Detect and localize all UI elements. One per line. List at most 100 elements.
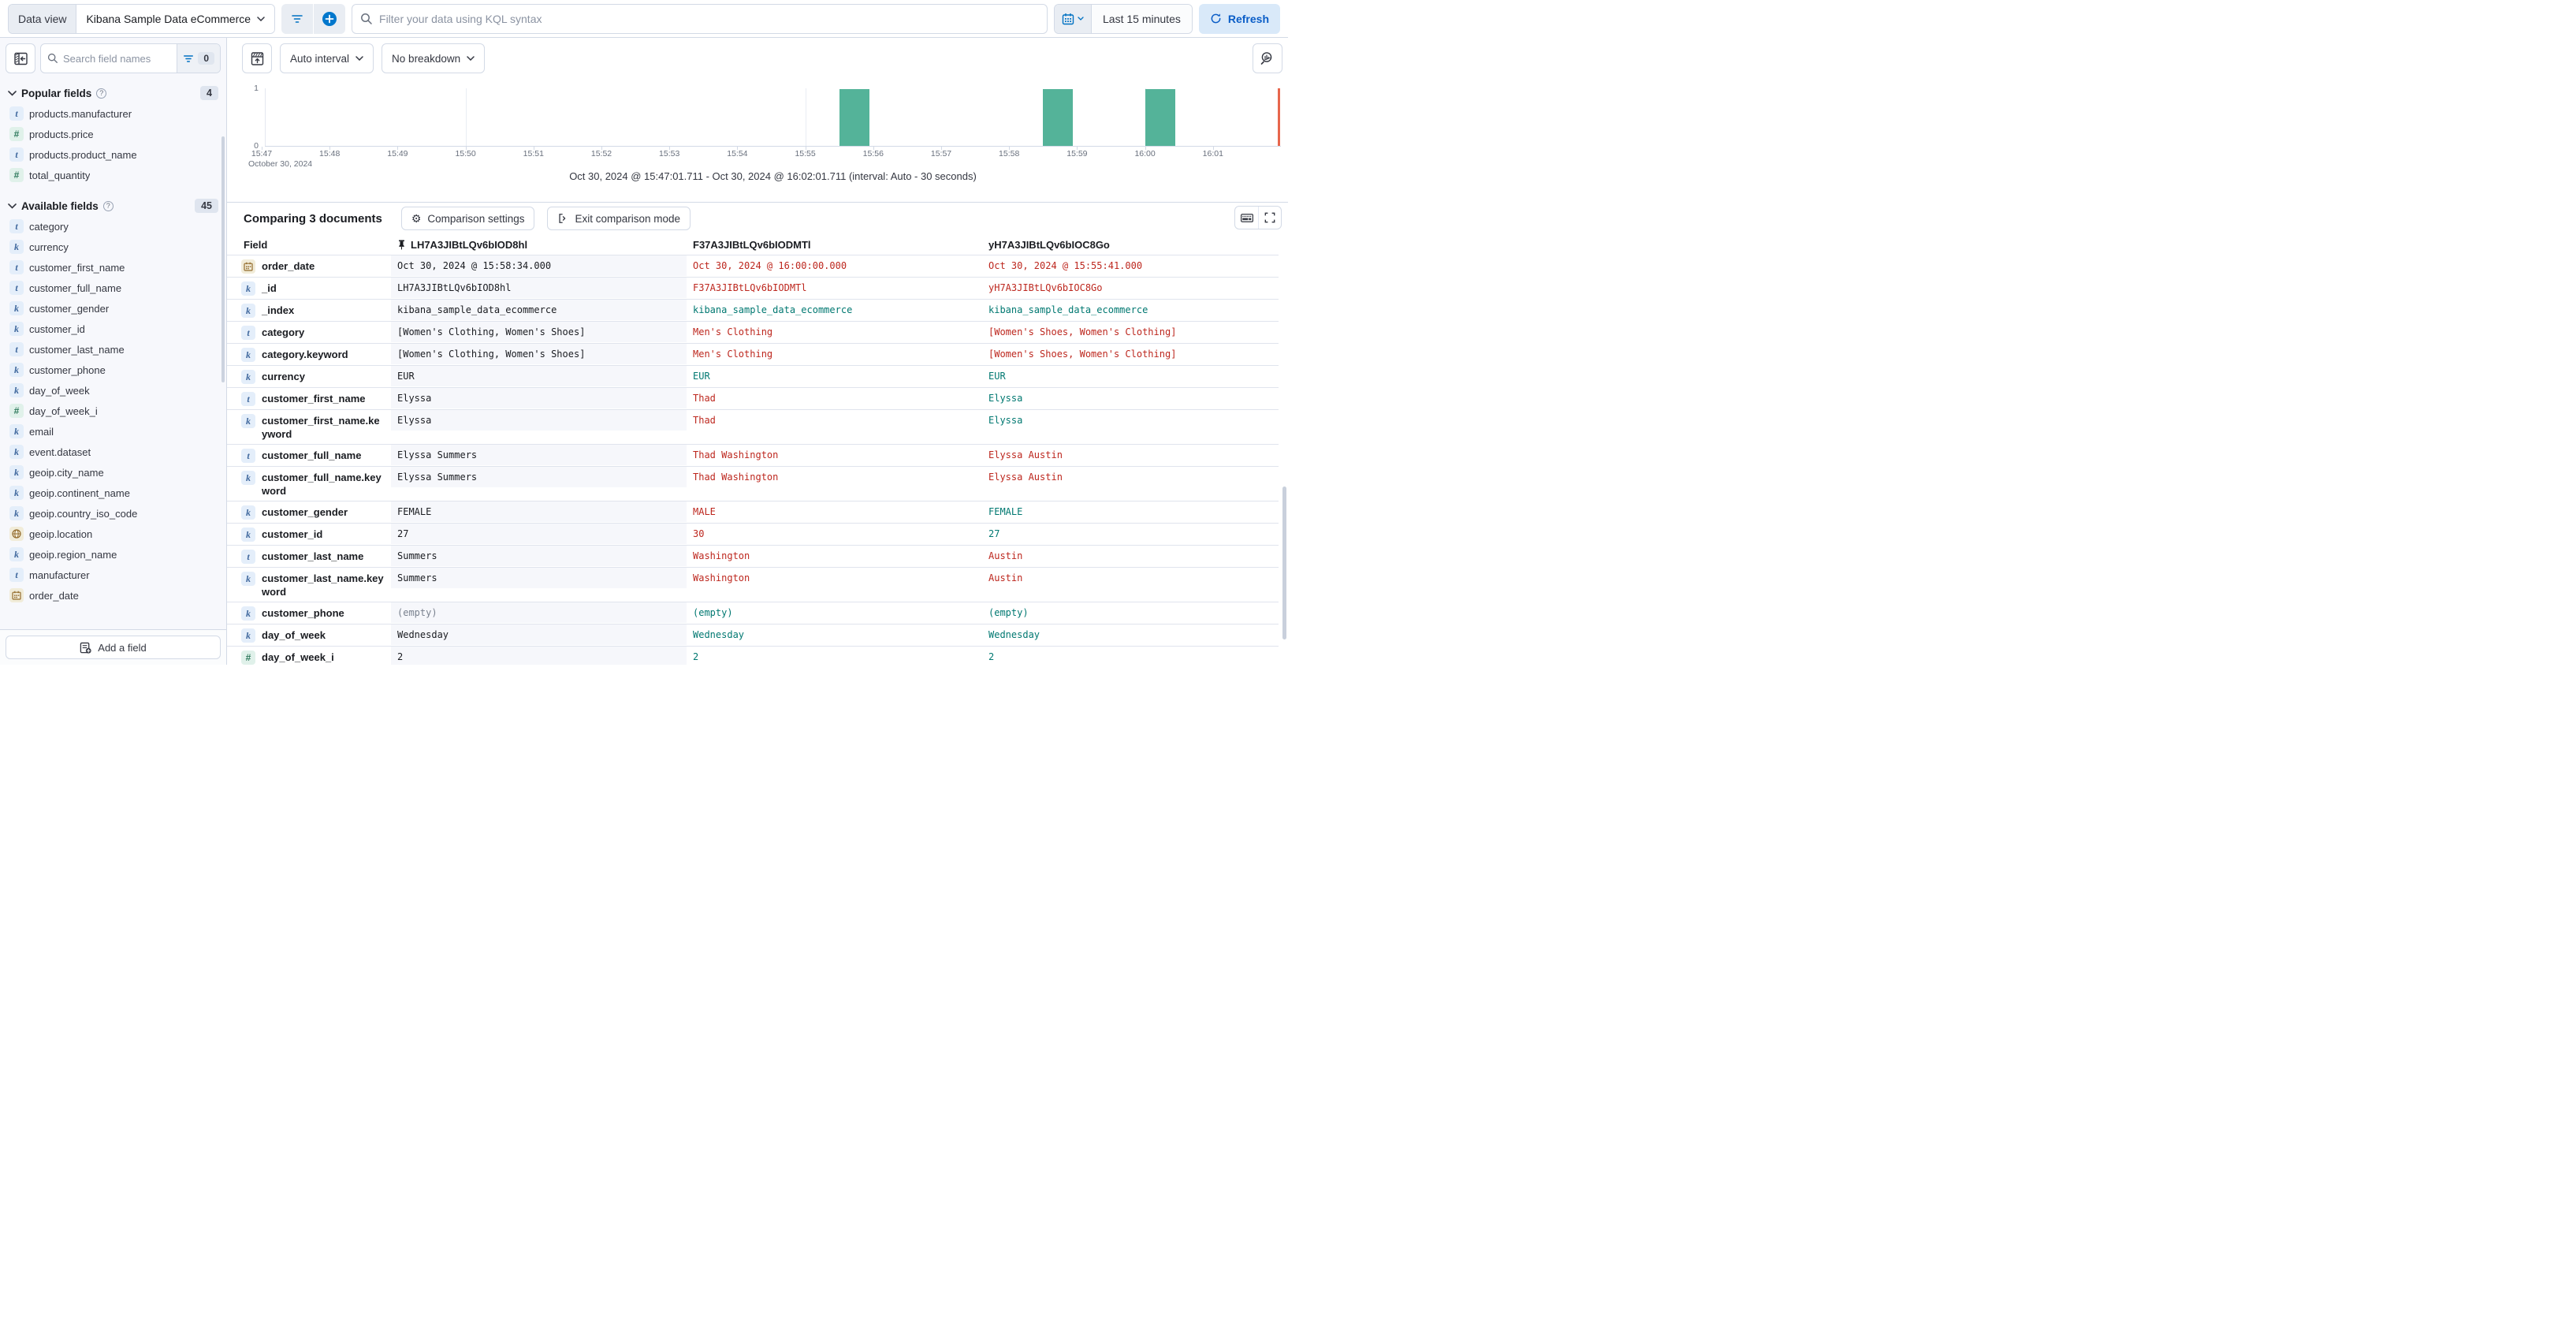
refresh-button[interactable]: Refresh	[1198, 3, 1280, 34]
sidebar-field-item[interactable]: k email	[0, 421, 226, 442]
field-count-badge: 45	[195, 199, 218, 213]
hide-chart-button[interactable]	[242, 43, 272, 73]
kibana-discover-page: Data view Kibana Sample Data eCommerce	[0, 0, 1288, 666]
number-field-icon: #	[241, 651, 255, 665]
sidebar-field-item[interactable]: t customer_first_name	[0, 257, 226, 278]
sidebar-field-item[interactable]: k day_of_week	[0, 380, 226, 401]
field-filter-button[interactable]: 0	[177, 44, 220, 73]
keyword-field-icon: k	[9, 465, 24, 479]
filter-lines-icon[interactable]	[281, 4, 313, 34]
field-name: geoip.city_name	[29, 466, 104, 479]
field-name: customer_gender	[262, 506, 348, 518]
field-cell: t customer_last_name	[227, 546, 391, 567]
table-header-row: Field LH7A3JIBtLQv6bIOD8hl F37A3JIBtLQv6bI…	[227, 235, 1279, 255]
chevron-down-icon	[8, 203, 17, 209]
sidebar-field-item[interactable]: order_date	[0, 585, 226, 606]
add-field-button[interactable]: Add a field	[6, 636, 221, 659]
field-name: geoip.continent_name	[29, 487, 130, 499]
field-search-input[interactable]	[58, 52, 177, 65]
sidebar-field-item[interactable]: k customer_id	[0, 319, 226, 339]
sidebar-field-item[interactable]: t category	[0, 216, 226, 237]
sidebar-field-item[interactable]: k event.dataset	[0, 442, 226, 462]
refresh-icon	[1210, 13, 1222, 24]
field-name: _index	[262, 304, 295, 316]
sidebar-field-item[interactable]: t products.manufacturer	[0, 103, 226, 124]
sidebar-field-item[interactable]: k geoip.region_name	[0, 544, 226, 565]
keyword-field-icon: k	[241, 304, 255, 318]
calendar-icon	[1062, 13, 1074, 25]
exit-comparison-button[interactable]: Exit comparison mode	[547, 207, 691, 230]
time-range-button[interactable]: Last 15 minutes	[1092, 4, 1192, 33]
field-cell: k category.keyword	[227, 344, 391, 365]
field-section-header[interactable]: Popular fields? 4	[0, 79, 226, 103]
comparison-section: Comparing 3 documents ⚙ Comparison setti…	[227, 202, 1288, 665]
field-name: day_of_week	[262, 629, 326, 641]
base-value-cell: Elyssa	[391, 410, 687, 431]
keyword-field-icon: k	[9, 506, 24, 520]
breakdown-dropdown[interactable]: No breakdown	[382, 43, 486, 73]
base-value-cell: Oct 30, 2024 @ 15:58:34.000	[391, 255, 687, 276]
chevron-down-icon	[356, 56, 363, 61]
field-name: event.dataset	[29, 446, 91, 458]
gear-icon: ⚙	[411, 212, 422, 225]
field-name: customer_last_name	[262, 550, 364, 562]
comparison-value-cell: F37A3JIBtLQv6bIODMTl	[693, 282, 807, 293]
field-cell: k day_of_week	[227, 624, 391, 646]
field-section-header[interactable]: Available fields? 45	[0, 192, 226, 216]
help-icon: ?	[96, 88, 107, 99]
keyword-field-icon: k	[9, 547, 24, 561]
field-name: geoip.region_name	[29, 548, 117, 561]
table-row: k _index kibana_sample_data_ecommerce kiban…	[227, 300, 1279, 322]
x-axis-tick	[1212, 147, 1214, 150]
sidebar-field-item[interactable]: k customer_phone	[0, 360, 226, 380]
sidebar-field-item[interactable]: k geoip.country_iso_code	[0, 503, 226, 524]
kql-search-input[interactable]	[379, 12, 1040, 25]
sidebar-field-item[interactable]: k geoip.city_name	[0, 462, 226, 483]
field-name: order_date	[262, 260, 315, 272]
add-filter-button[interactable]	[314, 4, 345, 34]
calendar-menu-button[interactable]	[1055, 4, 1093, 33]
sidebar-field-item[interactable]: # total_quantity	[0, 165, 226, 185]
comparison-settings-button[interactable]: ⚙ Comparison settings	[400, 207, 535, 230]
field-name: category.keyword	[262, 349, 348, 360]
sidebar-field-item[interactable]: # day_of_week_i	[0, 401, 226, 421]
comparison-value-cell: Men's Clothing	[693, 326, 773, 337]
comparison-value-cell: yH7A3JIBtLQv6bIOC8Go	[988, 282, 1103, 293]
interval-dropdown[interactable]: Auto interval	[280, 43, 374, 73]
sidebar-field-item[interactable]: # products.price	[0, 124, 226, 144]
number-field-icon: #	[9, 127, 24, 141]
comparison-value-cell: Elyssa Austin	[988, 449, 1063, 460]
x-axis-tick-label: 16:01	[1202, 149, 1223, 158]
sidebar-field-item[interactable]: t customer_full_name	[0, 278, 226, 298]
sidebar-field-item[interactable]: geoip.location	[0, 524, 226, 544]
histogram-bar[interactable]	[839, 89, 869, 146]
field-count-badge: 4	[200, 86, 218, 100]
search-icon	[41, 53, 58, 64]
table-scrollbar[interactable]	[1282, 487, 1286, 639]
sidebar-field-item[interactable]: k customer_gender	[0, 298, 226, 319]
data-view-picker[interactable]: Kibana Sample Data eCommerce	[76, 4, 275, 33]
keyword-field-icon: k	[241, 528, 255, 542]
edit-visualization-button[interactable]	[1253, 43, 1282, 73]
histogram-bar[interactable]	[1145, 89, 1175, 146]
text-field-icon: t	[9, 260, 24, 274]
sidebar-field-item[interactable]: t products.product_name	[0, 144, 226, 165]
histogram-bar[interactable]	[1043, 89, 1074, 146]
sidebar-field-item[interactable]: k currency	[0, 237, 226, 257]
text-field-icon: t	[9, 106, 24, 121]
field-name: products.price	[29, 128, 94, 140]
keyboard-shortcuts-button[interactable]	[1235, 207, 1258, 229]
keyword-field-icon: k	[9, 445, 24, 459]
fullscreen-button[interactable]	[1258, 207, 1281, 229]
keyword-field-icon: k	[241, 505, 255, 520]
field-cell: order_date	[227, 255, 391, 277]
table-row: k day_of_week Wednesday Wednesday Wednesday	[227, 624, 1279, 647]
divider	[313, 3, 315, 34]
sidebar-scrollbar[interactable]	[221, 136, 225, 382]
sidebar-field-item[interactable]: t manufacturer	[0, 565, 226, 585]
sidebar-field-item[interactable]: k geoip.continent_name	[0, 483, 226, 503]
keyboard-icon	[1240, 213, 1253, 222]
grid-display-controls	[1234, 206, 1282, 229]
sidebar-field-item[interactable]: t customer_last_name	[0, 339, 226, 360]
collapse-sidebar-button[interactable]	[6, 43, 35, 73]
